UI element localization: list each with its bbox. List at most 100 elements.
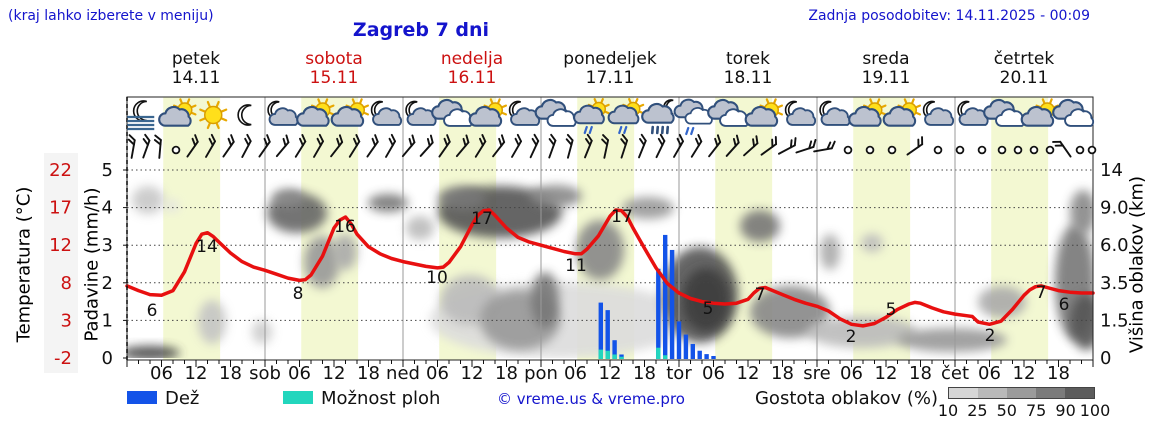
colorbar-segment (1065, 388, 1094, 398)
weather-icon-clouds (707, 98, 750, 127)
rain-legend-label: Dež (165, 388, 200, 409)
wind-barb-icon (777, 137, 797, 155)
day-date: 18.11 (723, 68, 773, 88)
wind-barb-icon (601, 134, 610, 159)
wind-barb-icon (1052, 140, 1072, 158)
weather-icon-sun-cloud (1020, 98, 1060, 127)
wind-barb-icon (584, 133, 593, 159)
svg-text:2: 2 (846, 327, 857, 347)
colorbar-segment (978, 388, 1007, 398)
day-header-ponedeljek: ponedeljek 17.11 (541, 50, 679, 88)
wind-barb-icon (366, 134, 379, 158)
svg-text:8: 8 (61, 273, 72, 294)
shower-legend-swatch (283, 391, 313, 404)
svg-text:9.0: 9.0 (1100, 198, 1129, 219)
wind-barb-icon (795, 139, 817, 154)
x-axis: 06 12 18 06 12 18 sob 06 12 18 ned 06 12 18 pon 06 12 18 t… (126, 360, 1094, 384)
day-name: nedelja (440, 49, 504, 69)
weather-icon-sun-cloud-rain (607, 97, 645, 135)
colorbar-segment (1007, 388, 1036, 398)
weather-icon-cloud-rain (673, 98, 713, 136)
svg-text:18: 18 (771, 363, 794, 384)
temperature-curve (125, 208, 1095, 328)
svg-text:12: 12 (185, 363, 208, 384)
svg-text:22: 22 (49, 160, 72, 181)
colorbar-segment (949, 388, 978, 398)
svg-text:6: 6 (1059, 295, 1070, 315)
weather-icons-row (127, 97, 1095, 136)
svg-text:8: 8 (293, 284, 304, 304)
wind-barb-icon (673, 133, 684, 158)
weather-icon-cloud-heavy-rain (641, 99, 675, 135)
weather-icon-sun-cloud (296, 98, 335, 127)
svg-text:2: 2 (985, 326, 996, 346)
svg-text:18: 18 (909, 363, 932, 384)
wind-barb-icon (294, 133, 307, 158)
day-date: 15.11 (309, 68, 359, 88)
wind-barb-icon (438, 134, 451, 158)
wind-barb-icon (690, 133, 703, 158)
svg-text:7: 7 (755, 285, 766, 305)
weather-icon-moon-cloud (957, 100, 989, 126)
wind-barb-icon (474, 133, 487, 158)
day-header-petek: petek 14.11 (127, 50, 265, 88)
svg-text:06: 06 (426, 363, 449, 384)
day-header-torek: torek 18.11 (679, 50, 817, 88)
day-name: sreda (862, 49, 910, 69)
cloud-density-field (127, 185, 1093, 358)
precipitation-bars (598, 234, 716, 359)
svg-text:5: 5 (703, 299, 714, 319)
wind-calm-icon (1045, 145, 1055, 155)
svg-text:7: 7 (1036, 283, 1047, 303)
gridlines (127, 97, 1093, 360)
day-date: 17.11 (585, 68, 635, 88)
svg-text:3: 3 (61, 310, 72, 331)
colorbar-tick: 25 (967, 401, 988, 420)
wind-barb-icon (743, 135, 759, 157)
svg-text:pon: pon (524, 363, 558, 384)
wind-barb-icon (348, 133, 361, 158)
wind-calm-icon (843, 145, 853, 155)
copyright-link[interactable]: © vreme.us & vreme.pro (497, 390, 685, 408)
svg-text:14: 14 (196, 237, 218, 257)
day-date: 16.11 (447, 68, 497, 88)
colorbar-segment (1036, 388, 1065, 398)
colorbar-tick: 100 (1079, 401, 1111, 420)
wind-barb-icon (241, 133, 252, 159)
day-header-četrtek: četrtek 20.11 (955, 50, 1093, 88)
weather-icon-moon-cloud (784, 100, 817, 126)
day-date: 14.11 (171, 68, 221, 88)
wind-barb-icon (127, 134, 136, 159)
weather-icon-moon-cloud (922, 100, 955, 126)
svg-text:12: 12 (599, 363, 622, 384)
wind-barb-icon (906, 136, 924, 156)
wind-barb-icon (401, 134, 416, 158)
svg-text:12: 12 (49, 235, 72, 256)
day-name: sobota (305, 49, 363, 69)
wind-barb-icon (153, 134, 162, 159)
svg-text:06: 06 (150, 363, 173, 384)
page-title: Zagreb 7 dni (352, 19, 490, 41)
wind-barb-icon (529, 133, 540, 159)
svg-text:06: 06 (840, 363, 863, 384)
svg-text:16: 16 (334, 217, 356, 237)
svg-text:1: 1 (102, 310, 113, 331)
colorbar-tick: 75 (1026, 401, 1047, 420)
svg-text:12: 12 (461, 363, 484, 384)
svg-text:tor: tor (666, 363, 692, 384)
wind-barb-icon (385, 133, 396, 158)
day-name: četrtek (993, 49, 1055, 69)
wind-barb-icon (419, 134, 434, 157)
day-header-nedelja: nedelja 16.11 (403, 50, 541, 88)
wind-barb-icon (492, 134, 506, 158)
svg-text:-2: -2 (54, 348, 72, 369)
wind-calm-icon (933, 145, 943, 155)
svg-text:čet: čet (941, 363, 969, 384)
svg-text:12: 12 (875, 363, 898, 384)
svg-text:ned: ned (386, 363, 420, 384)
wind-barb-icon (205, 133, 216, 158)
day-name: petek (171, 49, 221, 69)
